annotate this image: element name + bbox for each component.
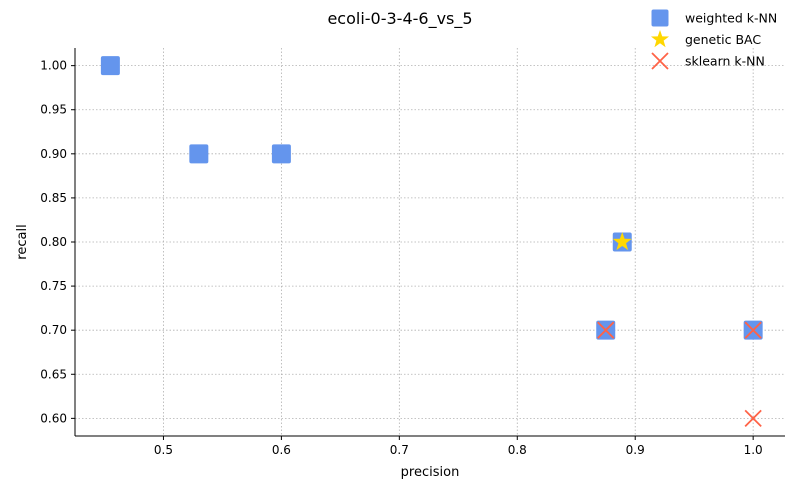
legend-marker-genetic-bac	[650, 30, 670, 48]
y-axis-ticks: 0.60 0.65 0.70 0.75 0.80 0.85 0.90 0.95 1.00	[40, 59, 75, 425]
x-tick-label: 0.7	[390, 443, 409, 457]
y-tick-label: 0.90	[40, 147, 67, 161]
y-tick-label: 1.00	[40, 59, 67, 73]
genetic-bac-point	[612, 232, 632, 251]
data-points	[100, 56, 763, 428]
y-tick-label: 0.65	[40, 367, 67, 381]
sklearn-k-nn-point	[597, 321, 615, 339]
axes-spines	[74, 48, 785, 437]
y-tick-label: 0.75	[40, 279, 67, 293]
legend-label-weighted-k-nn: weighted k-NN	[685, 11, 777, 26]
weighted-k-nn-point	[189, 144, 209, 164]
y-tick-label: 0.80	[40, 235, 67, 249]
x-tick-label: 0.6	[272, 443, 291, 457]
y-tick-label: 0.95	[40, 103, 67, 117]
chart-title: ecoli-0-3-4-6_vs_5	[327, 9, 472, 29]
x-tick-label: 0.5	[154, 443, 173, 457]
legend-marker-weighted-k-nn	[651, 9, 669, 27]
legend-label-sklearn-k-nn: sklearn k-NN	[685, 54, 765, 69]
x-tick-label: 0.9	[626, 443, 645, 457]
x-tick-label: 1.0	[744, 443, 763, 457]
sklearn-k-nn-point	[744, 321, 762, 339]
y-axis-label: recall	[15, 224, 30, 259]
x-axis-label: precision	[401, 465, 460, 480]
legend-marker-sklearn-k-nn	[651, 52, 669, 70]
weighted-k-nn-point	[100, 56, 120, 76]
x-tick-label: 0.8	[508, 443, 527, 457]
y-tick-label: 0.85	[40, 191, 67, 205]
sklearn-k-nn-point	[744, 409, 762, 428]
y-tick-label: 0.70	[40, 323, 67, 337]
weighted-k-nn-point	[271, 144, 291, 164]
y-tick-label: 0.60	[40, 411, 67, 425]
x-axis-ticks: 0.5 0.6 0.7 0.8 0.9 1.0	[154, 436, 763, 457]
grid-lines	[75, 48, 785, 436]
legend: weighted k-NN genetic BAC sklearn k-NN	[650, 9, 777, 70]
legend-label-genetic-bac: genetic BAC	[685, 32, 761, 47]
